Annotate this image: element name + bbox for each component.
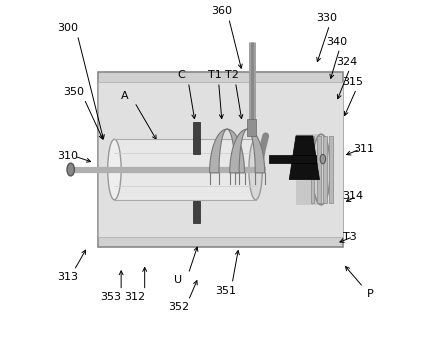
Text: 313: 313 — [57, 272, 78, 282]
Text: 314: 314 — [343, 192, 364, 201]
Text: T3: T3 — [343, 232, 357, 242]
Text: 351: 351 — [215, 285, 236, 296]
Text: P: P — [367, 289, 373, 299]
Text: T1: T1 — [208, 71, 222, 80]
Bar — [323, 136, 327, 203]
Text: 300: 300 — [57, 23, 78, 33]
Text: 312: 312 — [124, 292, 145, 302]
Text: T2: T2 — [225, 71, 239, 80]
Text: 340: 340 — [326, 37, 347, 47]
Bar — [329, 136, 333, 203]
Bar — [98, 72, 343, 247]
Ellipse shape — [67, 163, 75, 176]
Bar — [98, 82, 343, 237]
Text: C: C — [178, 71, 186, 80]
Text: A: A — [121, 91, 128, 101]
Text: 324: 324 — [336, 57, 357, 67]
Ellipse shape — [320, 154, 325, 164]
Bar — [317, 136, 321, 203]
Bar — [115, 139, 256, 200]
Ellipse shape — [108, 139, 121, 200]
Text: 315: 315 — [343, 77, 364, 87]
Bar — [296, 134, 321, 205]
Bar — [193, 122, 200, 154]
Text: 352: 352 — [168, 302, 189, 312]
Text: 310: 310 — [57, 151, 78, 161]
Bar — [193, 201, 200, 223]
Ellipse shape — [249, 139, 262, 200]
Ellipse shape — [312, 134, 330, 205]
Bar — [269, 155, 316, 163]
Bar — [311, 136, 314, 203]
Text: 311: 311 — [353, 144, 374, 154]
Text: 360: 360 — [211, 6, 233, 17]
Polygon shape — [230, 129, 265, 173]
Text: U: U — [174, 276, 182, 285]
Text: 350: 350 — [63, 87, 84, 97]
Bar — [247, 119, 256, 136]
Polygon shape — [289, 136, 320, 180]
Text: 353: 353 — [100, 292, 122, 302]
Polygon shape — [210, 129, 245, 173]
Text: 330: 330 — [316, 13, 337, 23]
